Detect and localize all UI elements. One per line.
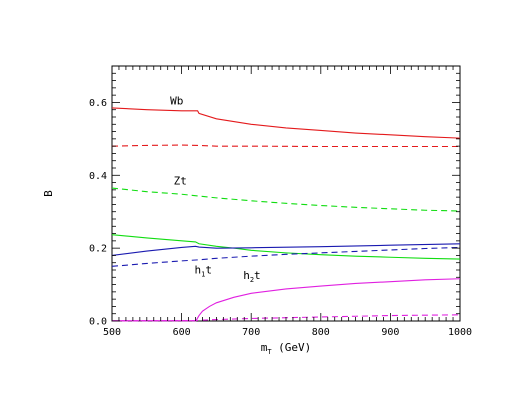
y-tick-label: 0.2 — [89, 244, 107, 255]
series-annotation: Wb — [170, 94, 183, 107]
x-tick-label: 900 — [381, 327, 399, 338]
x-tick-label: 600 — [173, 327, 191, 338]
x-tick-label: 1000 — [448, 327, 472, 338]
series-line-5 — [111, 246, 461, 267]
x-axis-title: mT (GeV) — [261, 341, 312, 356]
y-tick-label: 0.4 — [89, 171, 107, 182]
x-tick-label: 800 — [312, 327, 330, 338]
series-annotation: h1t — [194, 264, 211, 279]
series-line-3 — [111, 234, 461, 260]
series-line-1 — [111, 144, 460, 148]
x-tick-label: 700 — [242, 327, 260, 338]
labels-layer: 500 600 700 800 900 1000 0.0 0.2 0.4 0.6 — [89, 98, 472, 338]
x-tick-label: 500 — [103, 327, 121, 338]
series-annotation: Zt — [174, 174, 187, 187]
ticks-layer — [111, 65, 461, 322]
y-tick-label: 0.6 — [89, 98, 107, 109]
series-annotation: h2t — [243, 269, 260, 284]
series-line-2 — [111, 187, 461, 212]
series-layer — [111, 107, 461, 322]
y-tick-label: 0.0 — [89, 317, 107, 328]
annotations-layer: Wb Zt h1t h2t — [170, 94, 261, 284]
series-line-4 — [111, 243, 461, 256]
series-line-6 — [195, 278, 461, 322]
series-line-0 — [111, 107, 461, 139]
y-axis-title: B — [42, 190, 55, 197]
